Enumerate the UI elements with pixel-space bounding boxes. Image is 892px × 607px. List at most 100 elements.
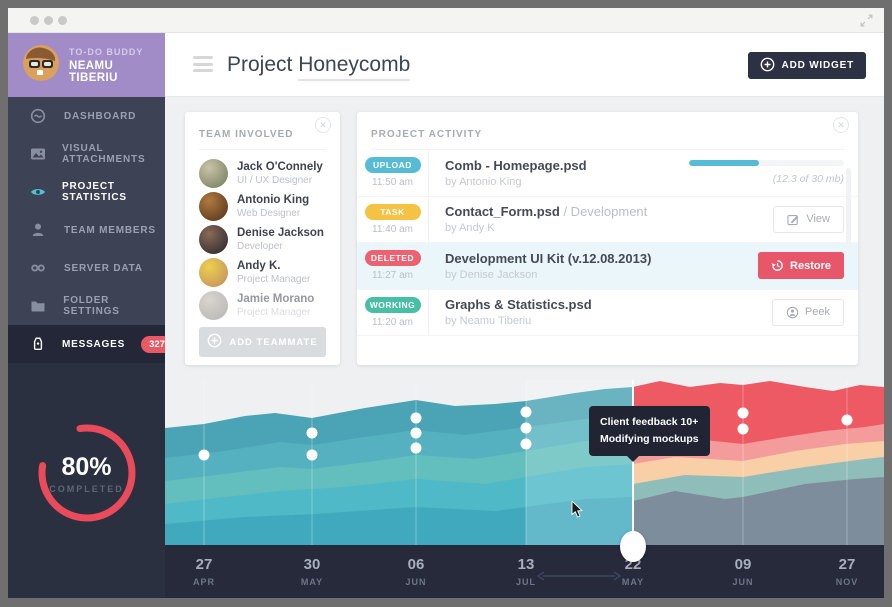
member-name: Antonio King (237, 194, 310, 206)
restore-icon (771, 259, 784, 272)
activity-status-badge: DELETED (364, 250, 421, 267)
tooltip-line-1: Client feedback 10+ (600, 416, 699, 428)
sidebar: TO-DO BUDDY NEAMU TIBERIU DASHBOARD VISUA… (8, 33, 173, 598)
axis-tick-09-jun: 09 JUN (732, 556, 753, 587)
member-role: Developer (237, 241, 283, 252)
timeline-handle[interactable] (620, 531, 646, 562)
folder-icon (30, 298, 47, 314)
activity-author: by Neamu Tiberiu (445, 315, 532, 328)
sidebar-item-visual-attachments[interactable]: VISUAL ATTACHMENTS (8, 135, 165, 173)
team-member-row[interactable]: Jamie Morano Project Manager (199, 290, 326, 321)
app-window: TO-DO BUDDY NEAMU TIBERIU DASHBOARD VISUA… (8, 8, 884, 598)
activity-author: by Denise Jackson (445, 268, 538, 281)
user-icon (30, 222, 48, 238)
sidebar-item-label: VISUAL ATTACHMENTS (62, 143, 146, 165)
drag-range-arrow-icon (536, 569, 622, 587)
restore-button[interactable]: Restore (758, 252, 844, 280)
chart-dot (306, 449, 318, 461)
activity-status-badge: WORKING (364, 296, 421, 313)
person-icon (786, 306, 799, 319)
close-icon[interactable]: ✕ (315, 117, 331, 133)
tooltip-line-2: Modifying mockups (600, 432, 699, 445)
window-control-dot[interactable] (58, 16, 67, 25)
action-button-label: View (806, 213, 830, 226)
action-button-label: Peek (804, 306, 830, 319)
member-avatar (199, 225, 228, 254)
axis-day: 27 (838, 556, 856, 573)
chart-dot (410, 412, 422, 424)
menu-icon[interactable] (193, 56, 213, 72)
window-control-dot[interactable] (30, 16, 39, 25)
axis-month: MAY (621, 577, 645, 587)
team-member-row[interactable]: Antonio King Web Designer (199, 191, 326, 222)
chart-dot (520, 422, 532, 434)
timeline-chart: Client feedback 10+ Modifying mockups 27… (165, 380, 884, 598)
activity-row: DELETED 11:27 am Development UI Kit (v.12.… (357, 243, 858, 290)
axis-day: 27 (195, 556, 213, 573)
dashboard-icon (30, 108, 48, 124)
progress-label: (12.3 of 30 mb) (772, 173, 844, 186)
window-resize-icon[interactable] (859, 13, 874, 33)
plus-circle-icon (760, 57, 775, 75)
activity-title-suffix: / Development (559, 204, 648, 220)
axis-month: JUN (732, 577, 754, 587)
activity-time: 11:20 am (372, 316, 413, 328)
user-profile[interactable]: TO-DO BUDDY NEAMU TIBERIU (8, 33, 165, 97)
sidebar-item-label: PROJECT STATISTICS (62, 181, 127, 203)
add-teammate-button[interactable]: ADD TEAMMATE (199, 327, 326, 357)
chart-dot (410, 442, 422, 454)
activity-title: Development UI Kit (v.12.08.2013) (445, 250, 652, 266)
completion-caption: COMPLETED (49, 483, 124, 494)
peek-button[interactable]: Peek (771, 298, 844, 326)
sidebar-item-team-members[interactable]: TEAM MEMBERS (8, 211, 165, 249)
progress-bar (689, 160, 844, 167)
team-member-row[interactable]: Jack O'Connely UI / UX Designer (199, 158, 326, 189)
avatar (23, 44, 59, 86)
infinity-icon (30, 260, 48, 276)
member-avatar (199, 291, 228, 320)
bag-icon (30, 336, 46, 352)
sidebar-bottom: 80% COMPLETED (8, 363, 165, 598)
panel-scrollbar[interactable] (846, 168, 851, 250)
chart-dot (198, 449, 210, 461)
sidebar-item-folder-settings[interactable]: FOLDER SETTINGS (8, 287, 165, 325)
axis-tick-06-jun: 06 JUN (405, 556, 426, 587)
chart-dot (520, 406, 532, 418)
view-button[interactable]: View (773, 205, 844, 233)
activity-row: TASK 11:40 am Contact_Form.psd / Developme… (357, 196, 858, 243)
messages-count-badge: 327 (141, 335, 173, 353)
axis-month: APR (192, 577, 216, 587)
upload-progress: (12.3 of 30 mb) (689, 160, 844, 185)
sidebar-item-label: DASHBOARD (64, 110, 137, 122)
axis-tick-27-nov: 27 NOV (836, 556, 859, 587)
eye-icon (30, 184, 46, 200)
add-widget-button[interactable]: ADD WIDGET (747, 52, 866, 79)
close-icon[interactable]: ✕ (833, 117, 849, 133)
axis-tick-30-may: 30 MAY (301, 556, 323, 587)
page-title-emphasis: Honeycomb (298, 52, 411, 81)
member-avatar (199, 159, 228, 188)
sidebar-item-project-statistics[interactable]: PROJECT STATISTICS (8, 173, 165, 211)
completion-ring: 80% COMPLETED (35, 421, 139, 525)
member-name: Jamie Morano (237, 293, 315, 305)
sidebar-item-label: FOLDER SETTINGS (63, 295, 120, 317)
team-member-row[interactable]: Denise Jackson Developer (199, 224, 326, 255)
dashboard-content: TEAM INVOLVED ✕ Jack O'Connely UI / UX De… (165, 97, 884, 598)
plus-circle-icon (207, 333, 222, 351)
sidebar-item-server-data[interactable]: SERVER DATA (8, 249, 165, 287)
window-controls[interactable] (30, 16, 67, 25)
member-name: Jack O'Connely (237, 161, 323, 173)
activity-title: Graphs & Statistics.psd (445, 297, 592, 313)
progress-fill (689, 160, 759, 167)
sidebar-item-dashboard[interactable]: DASHBOARD (8, 97, 165, 135)
activity-time: 11:50 am (372, 177, 413, 189)
action-button-label: Restore (790, 259, 831, 272)
member-avatar (199, 258, 228, 287)
sidebar-item-messages[interactable]: MESSAGES 327 (8, 325, 173, 363)
window-control-dot[interactable] (44, 16, 53, 25)
member-name: Denise Jackson (237, 227, 324, 239)
axis-day: 06 (407, 556, 425, 573)
team-member-row[interactable]: Andy K. Project Manager (199, 257, 326, 288)
axis-day: 13 (517, 556, 535, 573)
